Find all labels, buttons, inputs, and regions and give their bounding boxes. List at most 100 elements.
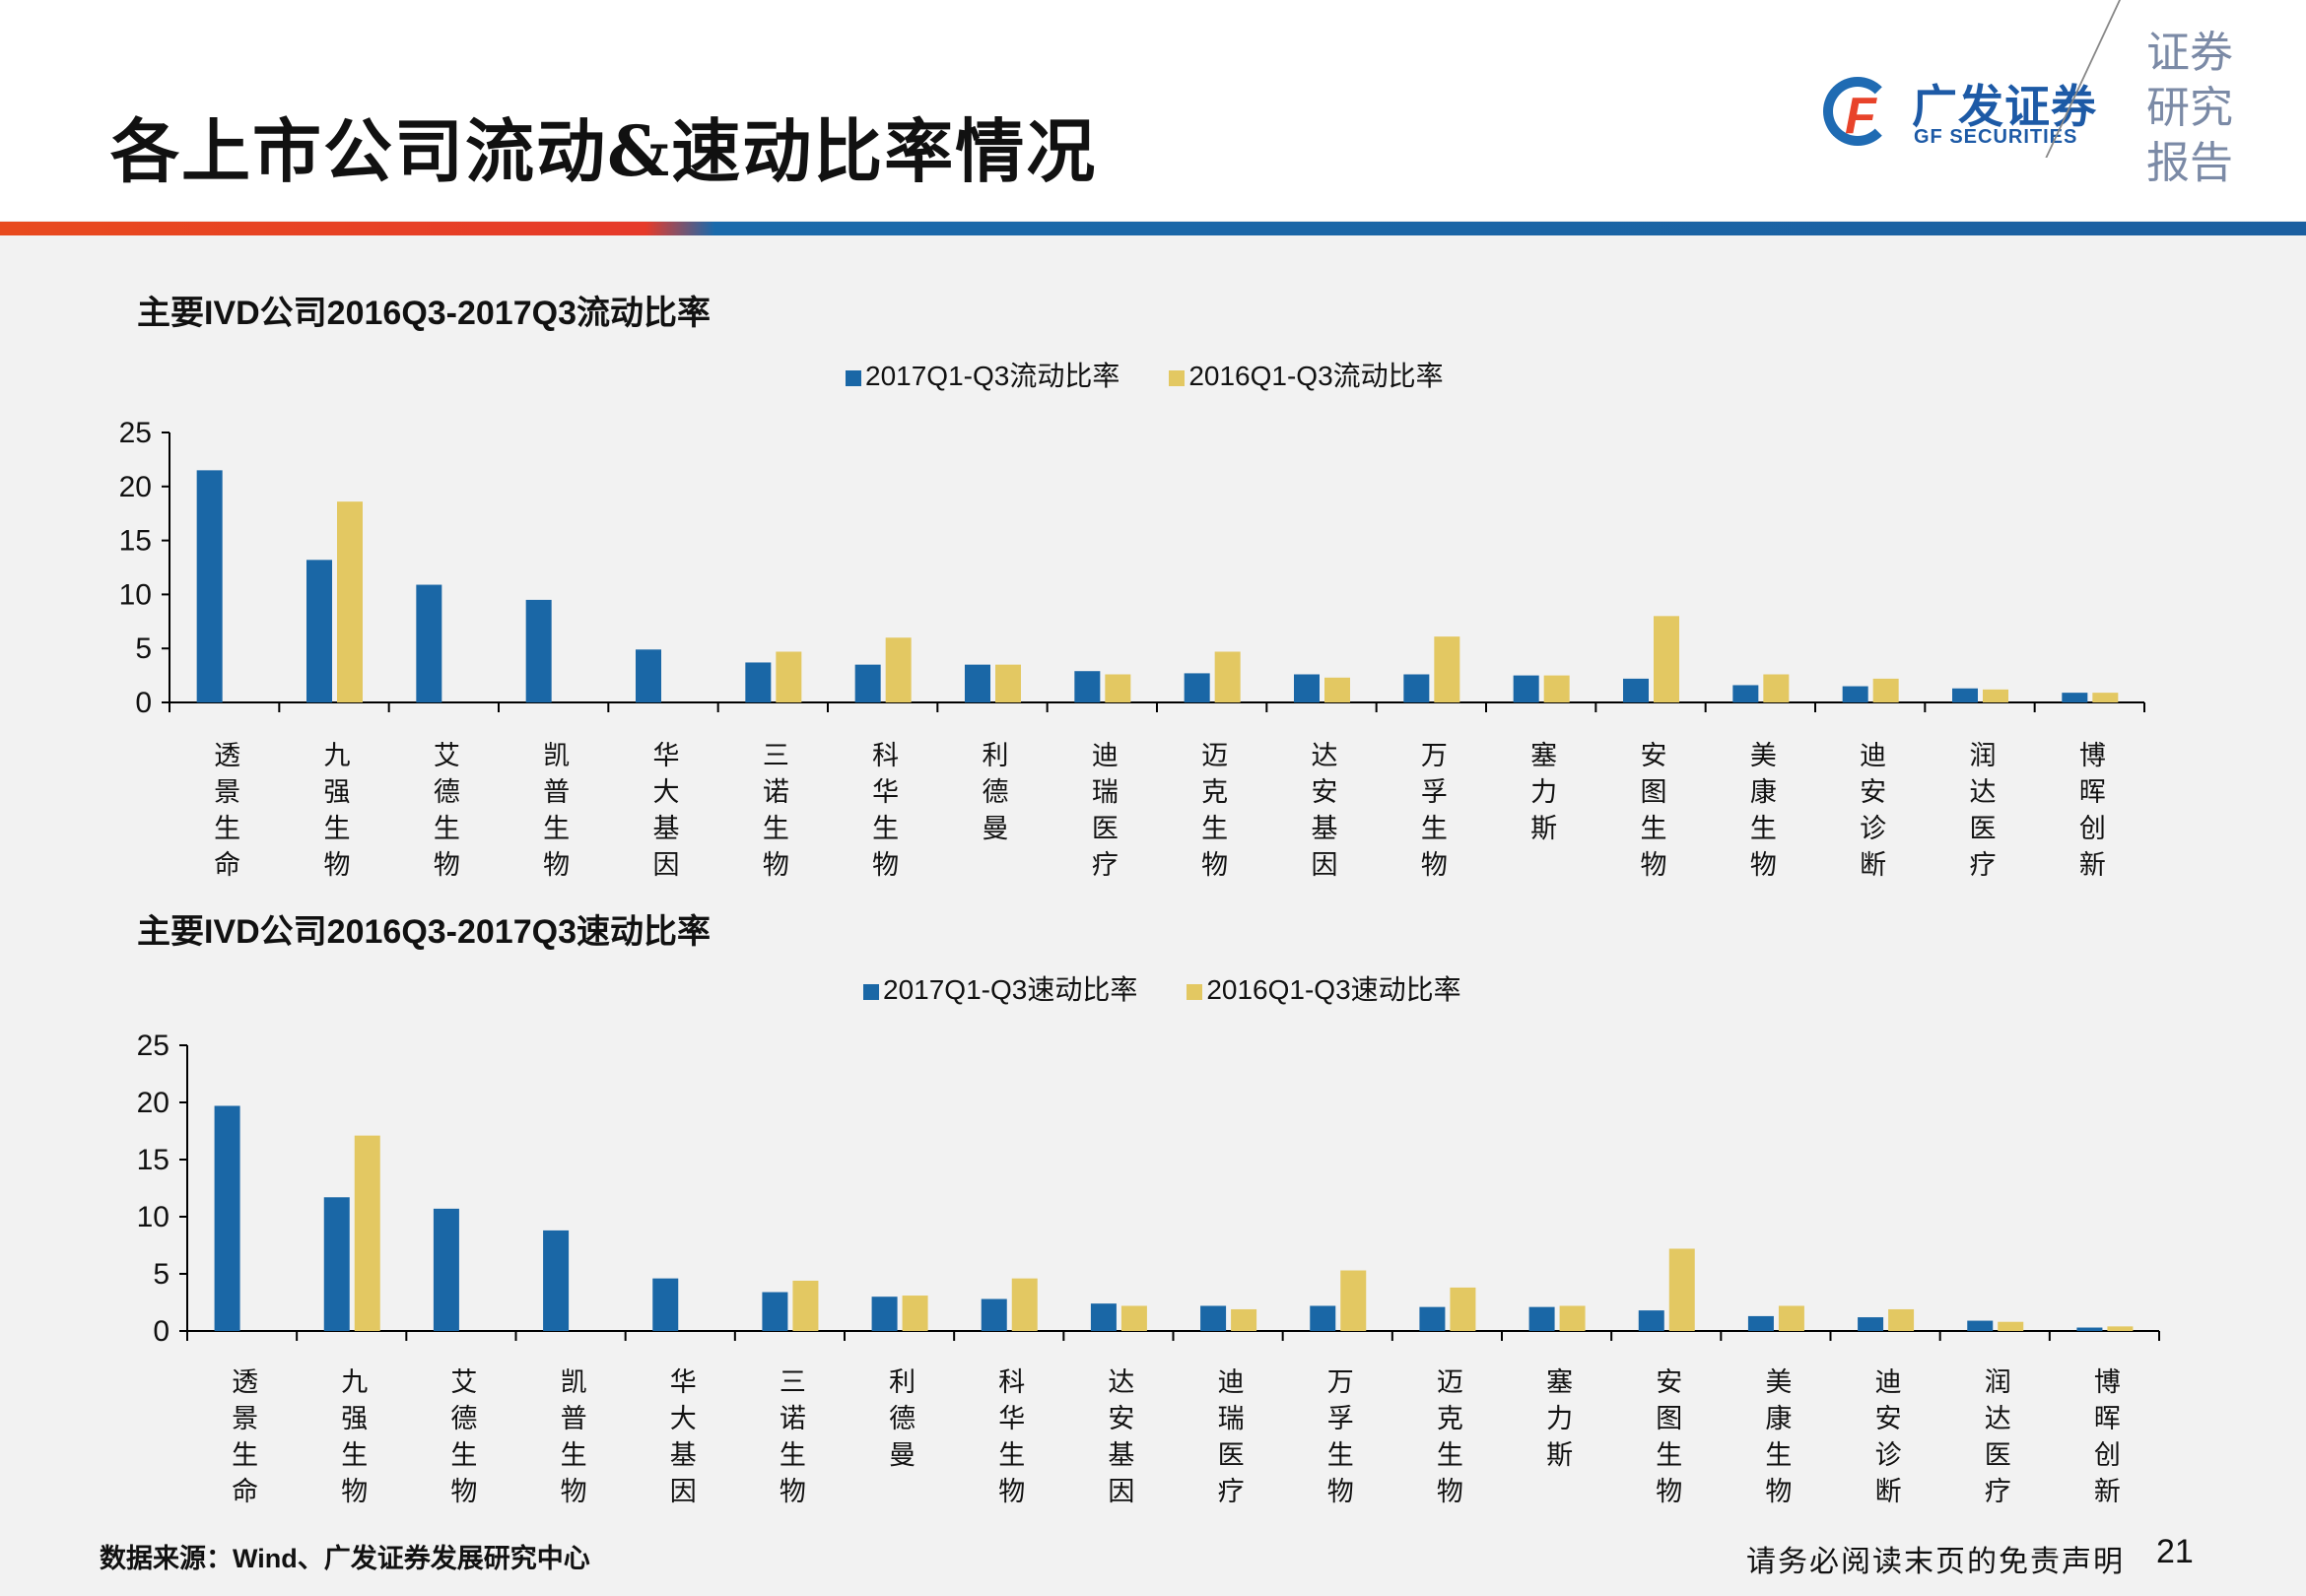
bar-2016 bbox=[1324, 677, 1350, 702]
legend-swatch bbox=[863, 983, 879, 1000]
bar-2016 bbox=[1559, 1305, 1586, 1331]
x-tick-label: 科华生物 bbox=[993, 1367, 1025, 1513]
x-tick-label: 利德曼 bbox=[977, 741, 1008, 850]
legend-item-2017: 2017Q1-Q3流动比率 bbox=[846, 355, 1119, 394]
x-tick-label: 迪安诊断 bbox=[1869, 1367, 1901, 1513]
logo-english-name: GF SECURITIES bbox=[1914, 126, 2078, 148]
x-tick-label: 透景生命 bbox=[227, 1367, 258, 1513]
bar-2017 bbox=[1528, 1306, 1555, 1331]
bar-2017 bbox=[1200, 1305, 1227, 1331]
x-tick-label: 安图生物 bbox=[1635, 741, 1666, 887]
logo-mark-icon bbox=[1823, 77, 1892, 146]
bar-2017 bbox=[306, 560, 332, 702]
x-tick-label: 艾德生物 bbox=[428, 741, 459, 887]
y-tick-label: 10 bbox=[137, 1201, 170, 1233]
chart2-title: 主要IVD公司2016Q3-2017Q3速动比率 bbox=[137, 913, 711, 951]
bar-2017 bbox=[1747, 1315, 1774, 1331]
x-tick-label: 三诺生物 bbox=[774, 1367, 805, 1513]
bar-2017 bbox=[1842, 686, 1868, 702]
x-tick-label: 博晖创新 bbox=[2088, 1367, 2120, 1513]
x-tick-label: 润达医疗 bbox=[1964, 741, 1996, 887]
y-tick-label: 15 bbox=[137, 1144, 170, 1176]
x-tick-label: 迪瑞医疗 bbox=[1212, 1367, 1244, 1513]
bar-2016 bbox=[885, 637, 912, 702]
disclaimer: 请务必阅读末页的免责声明 bbox=[1746, 1545, 2125, 1579]
y-tick-label: 20 bbox=[119, 471, 152, 503]
x-tick-label: 塞力斯 bbox=[1526, 741, 1557, 850]
x-tick-label: 华大基因 bbox=[664, 1367, 696, 1513]
bar-2016 bbox=[1450, 1287, 1476, 1331]
x-tick-label: 九强生物 bbox=[336, 1367, 368, 1513]
bar-2016 bbox=[1011, 1278, 1038, 1331]
bar-2016 bbox=[1668, 1248, 1695, 1331]
chart1-title: 主要IVD公司2016Q3-2017Q3流动比率 bbox=[137, 295, 711, 332]
bar-2017 bbox=[433, 1208, 459, 1331]
y-tick-label: 20 bbox=[137, 1087, 170, 1119]
bar-2017 bbox=[1184, 673, 1210, 702]
bar-2017 bbox=[2076, 1327, 2103, 1331]
x-tick-label: 美康生物 bbox=[1744, 741, 1776, 887]
legend-label: 2017Q1-Q3流动比率 bbox=[865, 361, 1120, 391]
x-tick-label: 迈克生物 bbox=[1431, 1367, 1462, 1513]
data-source: 数据来源：Wind、广发证券发展研究中心 bbox=[100, 1544, 590, 1573]
bar-2016 bbox=[1872, 678, 1899, 702]
logo-chinese-name: 广发证券 bbox=[1912, 81, 2097, 132]
y-tick-label: 5 bbox=[135, 632, 152, 665]
logo-f-icon: F bbox=[1845, 88, 1876, 145]
chart1-legend: 2017Q1-Q3流动比率 2016Q1-Q3流动比率 bbox=[846, 355, 1444, 394]
x-tick-label: 华大基因 bbox=[647, 741, 679, 887]
x-tick-label: 迪瑞医疗 bbox=[1086, 741, 1118, 887]
y-tick-label: 5 bbox=[153, 1258, 170, 1291]
bar-2017 bbox=[1638, 1310, 1664, 1331]
bar-2017 bbox=[2062, 693, 2088, 702]
bar-2016 bbox=[1888, 1308, 1915, 1331]
x-tick-label: 达安基因 bbox=[1306, 741, 1337, 887]
x-tick-label: 美康生物 bbox=[1760, 1367, 1792, 1513]
bar-2017 bbox=[1952, 688, 1978, 702]
bar-2016 bbox=[337, 501, 363, 702]
bar-2017 bbox=[214, 1105, 240, 1331]
bar-2016 bbox=[1105, 674, 1131, 702]
legend-item-2016: 2016Q1-Q3速动比率 bbox=[1187, 968, 1461, 1008]
gf-securities-logo: F 广发证券 GF SECURITIES bbox=[1823, 69, 2099, 158]
x-tick-label: 万孚生物 bbox=[1415, 741, 1447, 887]
bar-2016 bbox=[2092, 693, 2119, 702]
y-tick-label: 25 bbox=[137, 1030, 170, 1062]
x-tick-label: 润达医疗 bbox=[1979, 1367, 2010, 1513]
bar-2017 bbox=[1858, 1317, 1884, 1331]
bar-2017 bbox=[196, 470, 223, 702]
bar-2017 bbox=[1074, 671, 1101, 702]
x-tick-label: 九强生物 bbox=[318, 741, 350, 887]
bar-2017 bbox=[323, 1197, 350, 1331]
page-number: 21 bbox=[2156, 1533, 2194, 1570]
legend-label: 2016Q1-Q3流动比率 bbox=[1188, 361, 1444, 391]
x-tick-label: 万孚生物 bbox=[1322, 1367, 1353, 1513]
x-tick-label: 迪安诊断 bbox=[1855, 741, 1886, 887]
legend-item-2017: 2017Q1-Q3速动比率 bbox=[863, 968, 1137, 1008]
bar-2016 bbox=[1231, 1308, 1257, 1331]
bar-2016 bbox=[776, 651, 802, 702]
bar-2017 bbox=[1419, 1306, 1446, 1331]
legend-item-2016: 2016Q1-Q3流动比率 bbox=[1169, 355, 1444, 394]
chart2-legend: 2017Q1-Q3速动比率 2016Q1-Q3速动比率 bbox=[863, 968, 1461, 1008]
bar-2017 bbox=[1310, 1305, 1336, 1331]
x-tick-label: 博晖创新 bbox=[2073, 741, 2105, 887]
x-tick-label: 安图生物 bbox=[1651, 1367, 1682, 1513]
y-tick-label: 0 bbox=[135, 687, 152, 719]
bar-2017 bbox=[1732, 685, 1759, 702]
report-label: 证券研究报告 bbox=[2146, 28, 2233, 188]
x-tick-label: 塞力斯 bbox=[1541, 1367, 1573, 1477]
y-tick-label: 0 bbox=[153, 1315, 170, 1348]
y-tick-label: 10 bbox=[119, 578, 152, 611]
legend-swatch bbox=[1187, 983, 1203, 1000]
bar-2017 bbox=[745, 662, 772, 702]
bar-2017 bbox=[525, 599, 552, 702]
bar-2017 bbox=[636, 649, 661, 702]
bar-2016 bbox=[1120, 1305, 1147, 1331]
legend-label: 2017Q1-Q3速动比率 bbox=[883, 974, 1138, 1005]
bar-2017 bbox=[416, 584, 442, 702]
x-tick-label: 三诺生物 bbox=[757, 741, 788, 887]
bar-2017 bbox=[854, 664, 881, 702]
bar-2016 bbox=[1434, 636, 1460, 702]
bar-2016 bbox=[1998, 1321, 2024, 1331]
